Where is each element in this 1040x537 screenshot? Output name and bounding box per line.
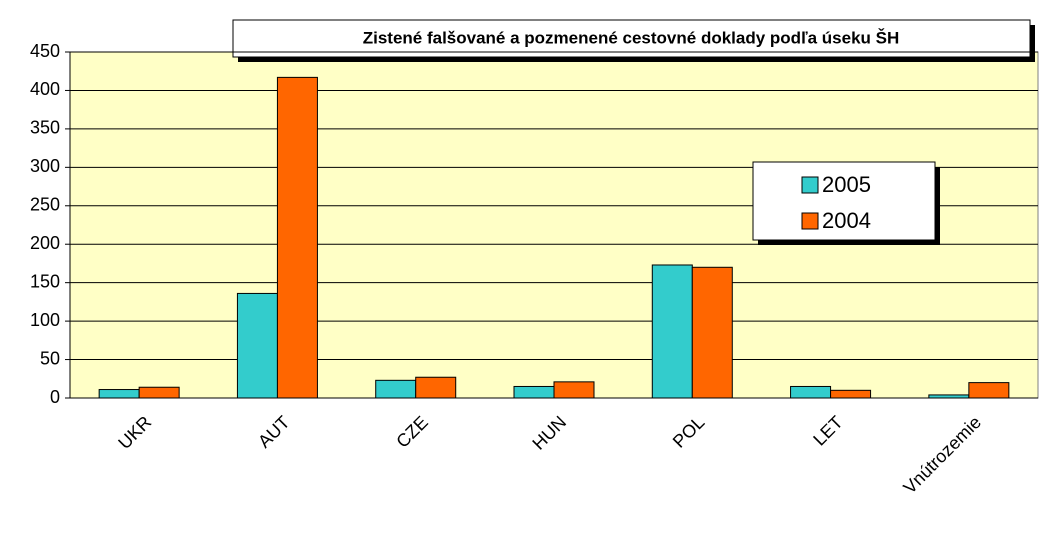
bar [830,389,872,399]
y-tick-label: 150 [30,271,60,291]
y-tick-label: 50 [40,348,60,368]
y-tick-label: 250 [30,195,60,215]
y-tick-label: 200 [30,233,60,253]
legend-swatch [801,212,819,230]
bar [98,389,140,399]
bar [553,381,595,399]
y-tick-label: 400 [30,79,60,99]
bar [928,394,970,399]
y-tick-label: 450 [30,41,60,61]
x-tick-label: LET [809,412,846,449]
y-tick-label: 300 [30,156,60,176]
x-tick-label: AUT [254,412,294,452]
legend-label: 2004 [822,208,871,233]
legend [752,161,936,241]
y-tick-label: 100 [30,310,60,330]
bar [415,376,457,399]
y-tick-label: 0 [50,387,60,407]
bar [276,76,318,399]
legend-swatch [801,176,819,194]
x-tick-label: HUN [528,412,570,454]
legend-label: 2005 [822,172,871,197]
bar [691,266,733,399]
chart-title: Zistené falšované a pozmenené cestovné d… [363,28,900,47]
x-tick-label: UKR [114,412,155,453]
x-tick-label: Vnútrozemie [899,412,985,498]
title-box [232,19,1031,58]
bar [375,379,417,399]
x-tick-label: CZE [392,412,432,452]
bar [138,386,180,399]
bar [968,382,1010,399]
bar [236,292,278,399]
bar [651,264,693,399]
bar [790,385,832,399]
y-tick-label: 350 [30,118,60,138]
bar [513,385,555,399]
x-tick-label: POL [669,412,709,452]
